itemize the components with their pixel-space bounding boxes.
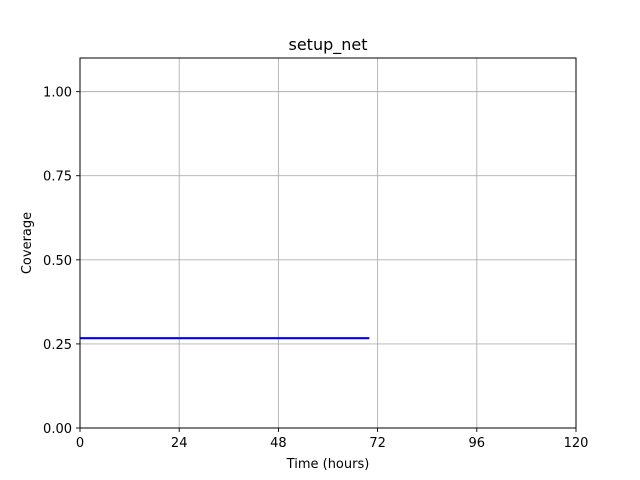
x-tick-label: 120 <box>564 436 589 451</box>
x-tick-label: 72 <box>369 436 386 451</box>
y-tick-label: 0.75 <box>43 170 72 185</box>
y-tick-label: 0.50 <box>43 254 72 269</box>
chart-title: setup_net <box>288 35 367 55</box>
x-tick-label: 48 <box>270 436 287 451</box>
plot-frame <box>79 57 577 429</box>
x-tick-label: 96 <box>469 436 486 451</box>
y-tick-label: 0.00 <box>43 422 72 437</box>
x-axis-title: Time (hours) <box>286 457 370 472</box>
x-tick-label: 24 <box>171 436 188 451</box>
y-axis-title: Coverage <box>20 212 35 274</box>
x-axis-ticks: 0 24 48 72 96 120 <box>76 428 589 451</box>
y-tick-label: 1.00 <box>43 86 72 101</box>
y-axis-ticks: 0.00 0.25 0.50 0.75 1.00 <box>43 86 80 437</box>
x-tick-label: 0 <box>76 436 84 451</box>
y-tick-label: 0.25 <box>43 338 72 353</box>
grid <box>79 58 577 429</box>
